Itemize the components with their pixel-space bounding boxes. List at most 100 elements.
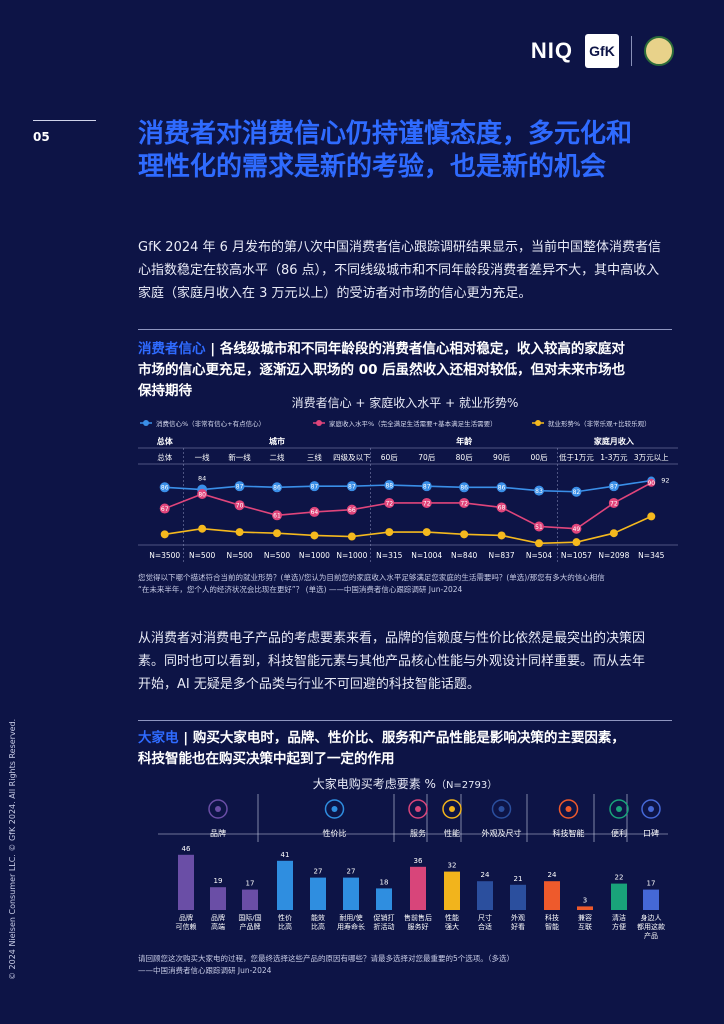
sample-size-label: N=500 (189, 551, 215, 560)
page-title: 消费者对消费信心仍持谨慎态度，多元化和 理性化的需求是新的考验，也是新的机会 (138, 118, 698, 184)
bar (242, 889, 258, 910)
factor-group-label: 外观及尺寸 (482, 828, 522, 838)
data-label: 49 (573, 526, 581, 533)
category-label: 1-3万元 (600, 453, 628, 462)
resize-icon (491, 799, 512, 819)
data-label: 83 (535, 488, 543, 495)
section2-heading-line: 科技智能也在购买决策中起到了一定的作用 (138, 751, 395, 767)
bar-value-label: 3 (583, 896, 587, 904)
bar-category-line: 智能 (545, 922, 559, 931)
bar-category-line: 品牌 (179, 913, 193, 922)
page-title-line: 消费者对消费信心仍持谨慎态度，多元化和 (138, 119, 633, 149)
factor-group-label: 服务 (410, 828, 426, 838)
sample-size-label: N=840 (451, 551, 477, 560)
icon-dot (215, 806, 221, 812)
data-label: 86 (273, 485, 281, 492)
bar-category-line: 合适 (478, 922, 492, 931)
data-point (197, 489, 208, 499)
bar-category-line: 售前售后 (404, 913, 432, 922)
icon-ring (408, 799, 428, 819)
body-paragraph: 从消费者对消费电子产品的考虑要素来看，品牌的信赖度与性价比依然是最突出的决策因 … (138, 627, 678, 696)
tools-icon (609, 799, 629, 819)
chart2-sample-size: （N=2793） (435, 780, 498, 791)
sample-size-label: N=1057 (561, 551, 592, 560)
chart2-title: 大家电购买考虑要素 %（N=2793） (138, 775, 672, 792)
bar (444, 871, 460, 910)
bar-category-line: 能效 (311, 913, 325, 922)
icon-ring (641, 799, 661, 819)
chart2-note: 请回顾您这次购买大家电的过程，您最终选择这些产品的原因有哪些？请最多选择对您最重… (138, 953, 678, 977)
factor-group-label: 性能 (444, 828, 460, 838)
group-label: 家庭月收入 (594, 436, 634, 446)
data-label: 72 (610, 500, 618, 507)
sample-size-label: N=2098 (598, 551, 629, 560)
data-point (234, 481, 245, 492)
bar-category-line: 都用这款 (637, 922, 665, 931)
bar-category-line: 比高 (278, 922, 292, 931)
data-point (496, 482, 507, 493)
data-point (198, 524, 207, 533)
bar-value-label: 41 (281, 851, 290, 859)
category-label: 新一线 (228, 452, 251, 462)
legend-marker (143, 420, 149, 426)
intro-line: GfK 2024 年 6 月发布的第八次中国消费者信心跟踪调研结果显示，当前中国… (138, 240, 662, 255)
data-point (309, 481, 320, 492)
data-point (459, 497, 470, 508)
intro-line: 心指数稳定在较高水平（86 点），不同线级城市和不同年龄段消费者差异不大，其中高… (138, 263, 660, 278)
body-line: 开始，AI 无疑是多个品类与行业不可回避的科技智能话题。 (138, 677, 480, 692)
category-label: 三线 (307, 452, 322, 462)
logo-bar: NIQ GfK (531, 34, 674, 68)
data-point (159, 503, 170, 514)
bar-category-line: 性价 (278, 913, 292, 922)
data-point (534, 485, 544, 496)
sample-size-label: N=345 (638, 551, 664, 560)
data-point (609, 529, 618, 538)
robot-icon (558, 799, 579, 819)
data-point (346, 504, 357, 515)
bar-category-line: 外观 (511, 913, 525, 922)
data-label: 72 (423, 500, 431, 507)
data-label: 86 (498, 485, 506, 492)
data-label: 92 (661, 477, 669, 485)
logo-divider (631, 36, 632, 66)
data-point (421, 497, 432, 508)
data-label: 88 (385, 482, 393, 489)
icon-dot (415, 806, 421, 812)
factor-group-label: 科技智能 (553, 828, 585, 838)
section1-heading-line: 保持期待 (138, 383, 192, 399)
factor-group-label: 便利 (611, 828, 627, 838)
sample-size-label: N=504 (526, 551, 552, 560)
bar-category-label: 能效比高 (311, 913, 325, 931)
bar-category-line: 互联 (578, 922, 592, 931)
sample-size-label: N=3500 (149, 551, 180, 560)
data-point (421, 481, 432, 492)
data-label: 72 (460, 500, 468, 507)
group-label: 城市 (269, 436, 285, 446)
bar-category-line: 科技 (545, 913, 559, 922)
legend-label: 就业形势%（非常乐观+比较乐观） (548, 419, 651, 428)
section2-heading: 大家电 | 购买大家电时，品牌、性价比、服务和产品性能是影响决策的主要因素， 科… (138, 728, 678, 770)
bar (343, 877, 359, 910)
data-label: 87 (236, 483, 244, 490)
legend-label: 家庭收入水平%（完全满足生活需要+基本满足生活需要） (329, 419, 497, 428)
association-seal-icon (644, 36, 674, 66)
body-line: 从消费者对消费电子产品的考虑要素来看，品牌的信赖度与性价比依然是最突出的决策因 (138, 631, 646, 646)
data-label: 80 (198, 491, 206, 498)
section2-heading-line: 购买大家电时，品牌、性价比、服务和产品性能是影响决策的主要因素， (192, 730, 625, 746)
bar-value-label: 19 (214, 877, 223, 885)
data-point (272, 482, 282, 493)
icon-dot (498, 806, 505, 812)
icon-dot (331, 806, 338, 812)
factor-group-label: 品牌 (210, 828, 226, 838)
section1-heading: 消费者信心 | 各线级城市和不同年龄段的消费者信心相对稳定，收入较高的家庭对 市… (138, 339, 678, 402)
bar-category-line: 强大 (445, 922, 459, 931)
section1-label: 消费者信心 (138, 341, 206, 357)
bar-category-label: 品牌可信赖 (176, 913, 197, 931)
section1-separator: | (205, 341, 220, 357)
chart2-title-text: 大家电购买考虑要素 % (312, 777, 436, 791)
bar-category-line: 性能 (445, 913, 459, 922)
bar-category-line: 高端 (211, 922, 225, 931)
icon-ring (208, 799, 228, 819)
category-label: 二线 (270, 452, 285, 462)
category-label: 00后 (530, 452, 548, 462)
